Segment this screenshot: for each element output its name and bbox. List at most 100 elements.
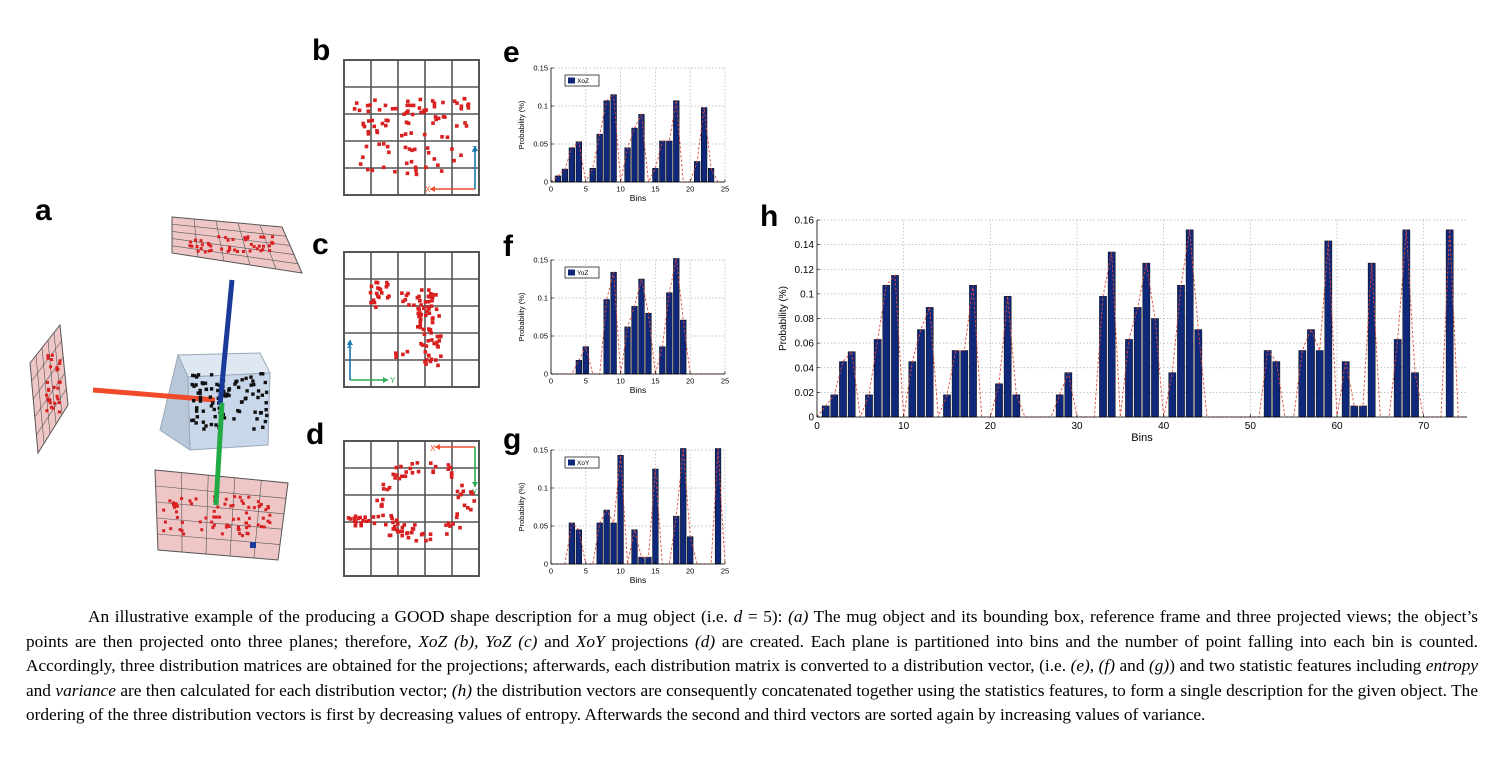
projected-point	[416, 325, 420, 329]
caption-italic: (h)	[451, 680, 473, 700]
projected-point	[393, 169, 397, 174]
vertical-axis-label: Z	[347, 341, 352, 350]
projected-point	[390, 107, 395, 111]
projected-point	[260, 525, 264, 529]
bar	[575, 360, 582, 375]
projected-point	[252, 245, 256, 249]
projected-point	[425, 146, 430, 150]
projected-point	[188, 240, 192, 244]
projected-point	[417, 307, 421, 312]
bar	[673, 258, 680, 375]
projected-point	[259, 502, 263, 506]
projected-point	[226, 238, 230, 242]
projected-point	[385, 280, 389, 285]
caption-italic: (a)	[788, 607, 809, 626]
object-point	[240, 400, 244, 404]
projected-point	[394, 518, 399, 523]
projected-point	[224, 497, 228, 501]
projected-point	[434, 117, 438, 122]
projected-point	[220, 532, 224, 536]
projected-point	[399, 133, 404, 138]
bar	[839, 361, 847, 418]
projected-point	[180, 497, 184, 501]
xoz-projection-grid: XZ	[343, 59, 480, 196]
legend-box	[564, 74, 600, 87]
projected-point	[377, 142, 381, 146]
projected-point	[420, 343, 425, 347]
caption-text: the distribution vectors are consequentl…	[26, 680, 1478, 725]
projected-point	[406, 291, 410, 296]
projected-point	[259, 249, 263, 253]
projected-point	[200, 528, 204, 532]
projected-point	[220, 247, 224, 251]
projected-point	[389, 513, 393, 518]
projected-point	[434, 307, 439, 312]
bar	[589, 168, 596, 183]
object-point	[245, 389, 249, 393]
projected-point	[56, 386, 60, 390]
projected-point	[400, 533, 404, 538]
projected-point	[385, 487, 390, 492]
projected-point	[371, 515, 376, 519]
bar	[673, 515, 680, 565]
object-point	[201, 409, 206, 413]
projected-point	[394, 106, 398, 111]
x-tick-label: 15	[651, 377, 659, 386]
projected-point	[373, 98, 377, 103]
plane-grid-line	[229, 477, 236, 557]
projected-point	[195, 245, 199, 249]
object-point	[232, 417, 236, 421]
projected-point	[427, 307, 431, 311]
y-tick-label: 0.05	[533, 332, 548, 341]
projected-point	[267, 244, 271, 248]
plane-grid-line	[31, 340, 62, 382]
projected-point	[424, 344, 429, 348]
bar	[575, 141, 582, 183]
projected-point	[261, 244, 265, 248]
figure-caption: An illustrative example of the producing…	[26, 605, 1478, 728]
y-tick-label: 0.02	[795, 388, 815, 399]
bar	[596, 133, 603, 183]
projected-point	[450, 147, 454, 151]
bar	[645, 556, 652, 565]
projected-point	[429, 331, 433, 335]
caption-text: projections	[604, 631, 695, 651]
object-point	[194, 409, 199, 413]
object-point	[216, 388, 220, 393]
object-point	[214, 423, 218, 427]
concatenated-distribution-chart: 0 10 20 30 40 50 60 70 0 0.02 0.04 0.06 0.08 0.1 0.12 0…	[778, 216, 1467, 444]
projected-point	[431, 316, 435, 320]
x-tick-label: 10	[616, 185, 624, 194]
xoy-distribution-chart: 0 5 10 15 20 25 0 0.05 0.1 0.15 Bins Probability (%…	[517, 446, 729, 585]
projected-point	[229, 504, 233, 508]
caption-text: = 5):	[742, 607, 789, 626]
projected-point	[353, 523, 358, 528]
object-point	[258, 411, 263, 415]
projected-point	[169, 527, 173, 531]
projected-point	[247, 516, 251, 520]
object-point	[260, 372, 265, 376]
projected-point	[437, 339, 441, 343]
projected-point	[455, 489, 460, 494]
x-tick-label: 20	[686, 567, 694, 576]
projected-point	[403, 298, 408, 302]
projected-point	[405, 171, 410, 176]
projected-point	[348, 517, 353, 521]
projected-point	[49, 365, 53, 369]
projected-point	[455, 124, 459, 128]
z-axis-arrow	[217, 279, 235, 406]
caption-italic: d	[733, 607, 743, 626]
projected-point	[433, 115, 438, 119]
projected-point	[427, 295, 432, 299]
projected-point	[391, 520, 395, 525]
bar	[666, 140, 673, 183]
projected-point	[425, 358, 429, 362]
projected-point	[236, 527, 240, 531]
projected-point	[414, 168, 418, 173]
projected-point	[435, 334, 440, 339]
bar	[631, 306, 638, 375]
projected-point	[409, 159, 414, 164]
caption-text: are created. Each plane is partitioned i…	[26, 631, 1478, 676]
projected-point	[406, 535, 411, 540]
projected-point	[367, 518, 372, 523]
